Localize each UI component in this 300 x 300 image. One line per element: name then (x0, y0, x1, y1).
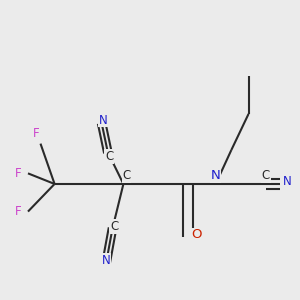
Text: C: C (262, 169, 270, 182)
Text: N: N (211, 169, 220, 182)
Text: F: F (15, 205, 22, 218)
Text: N: N (283, 175, 292, 188)
Text: N: N (99, 114, 107, 127)
Text: C: C (105, 150, 113, 163)
Text: C: C (122, 169, 131, 182)
Text: C: C (110, 220, 118, 233)
Text: N: N (102, 254, 111, 267)
Text: O: O (192, 228, 202, 242)
Text: F: F (15, 167, 22, 180)
Text: F: F (32, 127, 39, 140)
